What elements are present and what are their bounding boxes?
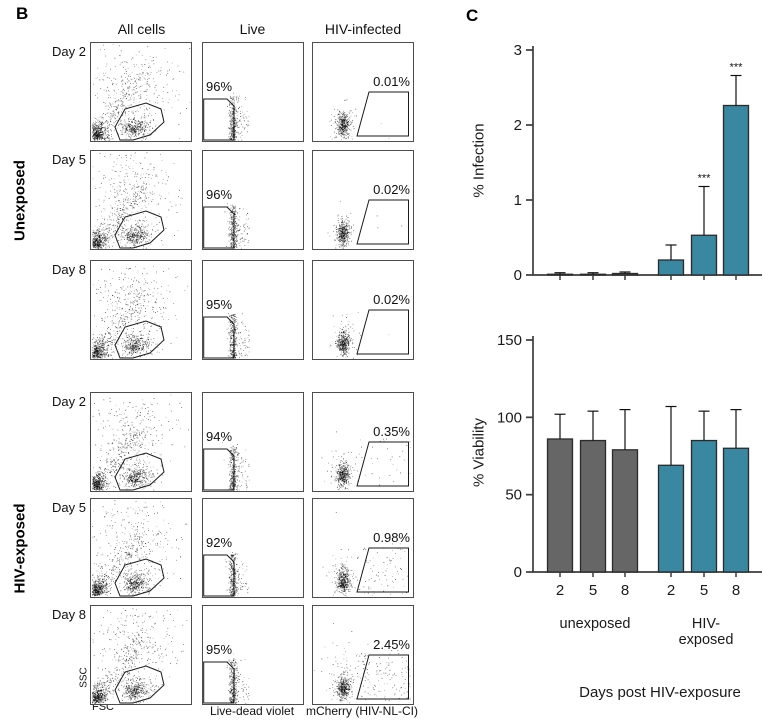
infection-y-axis-label: % Infection <box>470 123 488 198</box>
x-group-label-unexposed: unexposed <box>559 616 631 632</box>
flow-plot-hiv-infected: 0.01% <box>312 42 414 142</box>
row-day-label: Day 2 <box>52 394 86 409</box>
svg-text:***: *** <box>730 62 744 74</box>
flow-plot-hiv-infected: 0.35% <box>312 392 414 492</box>
infected-gate-percentage: 0.02% <box>373 292 410 307</box>
flow-scatter-canvas <box>313 499 413 597</box>
infected-gate-percentage: 0.98% <box>373 530 410 545</box>
flow-scatter-canvas <box>313 606 413 704</box>
flow-scatter-canvas <box>203 499 303 597</box>
live-gate-percentage: 96% <box>206 79 233 94</box>
column-header-hiv-infected: HIV-infected <box>324 21 402 37</box>
infected-gate-percentage: 0.02% <box>373 182 410 197</box>
flow-scatter-canvas <box>313 43 413 141</box>
svg-text:8: 8 <box>621 582 629 599</box>
flow-plot-live: 96% <box>202 150 304 250</box>
row-day-label: Day 5 <box>52 152 86 167</box>
flow-plot-all-cells <box>90 392 192 492</box>
infected-gate-percentage: 2.45% <box>373 637 410 652</box>
row-day-label: Day 8 <box>52 262 86 277</box>
flow-scatter-canvas <box>203 151 303 249</box>
svg-text:2: 2 <box>667 582 675 599</box>
svg-text:100: 100 <box>497 409 522 426</box>
svg-text:50: 50 <box>505 487 522 504</box>
flow-plot-live: 95% <box>202 260 304 360</box>
flow-scatter-canvas <box>203 261 303 359</box>
group-label-hiv-exposed: HIV-exposed <box>11 503 29 594</box>
svg-text:0: 0 <box>514 267 522 284</box>
flow-scatter-canvas <box>203 393 303 491</box>
live-gate-percentage: 95% <box>206 642 233 657</box>
svg-text:2: 2 <box>514 117 522 134</box>
flow-plot-live: 92% <box>202 498 304 598</box>
panel-b-label: B <box>16 4 29 23</box>
flow-plot-hiv-infected: 0.02% <box>312 150 414 250</box>
infected-gate-percentage: 0.01% <box>373 74 410 89</box>
svg-text:5: 5 <box>700 582 708 599</box>
flow-scatter-canvas <box>91 393 191 491</box>
ssc-axis-label: SSC <box>78 667 90 688</box>
svg-text:0: 0 <box>514 564 522 581</box>
live-gate-percentage: 96% <box>206 187 233 202</box>
flow-scatter-canvas <box>91 151 191 249</box>
row-day-label: Day 5 <box>52 500 86 515</box>
live-dead-violet-axis-label: Live-dead violet <box>209 704 295 718</box>
flow-plot-all-cells <box>90 260 192 360</box>
x-group-label-hiv-exposed: HIV- exposed <box>678 616 734 648</box>
flow-plot-all-cells <box>90 42 192 142</box>
svg-text:3: 3 <box>514 42 522 59</box>
x-axis-title: Days post HIV-exposure <box>579 684 741 701</box>
viability-y-axis-label: % Viability <box>470 418 488 487</box>
flow-scatter-canvas <box>91 606 191 704</box>
column-header-all-cells: All cells <box>117 21 166 37</box>
svg-text:***: *** <box>698 173 712 185</box>
flow-scatter-canvas <box>91 261 191 359</box>
live-gate-percentage: 92% <box>206 535 233 550</box>
column-header-live: Live <box>239 21 266 37</box>
svg-text:8: 8 <box>732 582 740 599</box>
flow-plot-hiv-infected: 0.98% <box>312 498 414 598</box>
infected-gate-percentage: 0.35% <box>373 424 410 439</box>
flow-plot-all-cells <box>90 498 192 598</box>
flow-scatter-canvas <box>203 606 303 704</box>
row-day-label: Day 2 <box>52 44 86 59</box>
flow-scatter-canvas <box>91 499 191 597</box>
flow-scatter-canvas <box>313 261 413 359</box>
live-gate-percentage: 94% <box>206 429 233 444</box>
flow-plot-all-cells <box>90 150 192 250</box>
flow-plot-hiv-infected: 2.45% <box>312 605 414 705</box>
flow-plot-live: 95% <box>202 605 304 705</box>
row-day-label: Day 8 <box>52 607 86 622</box>
live-gate-percentage: 95% <box>206 297 233 312</box>
svg-text:150: 150 <box>497 332 522 349</box>
flow-plot-live: 96% <box>202 42 304 142</box>
svg-text:1: 1 <box>514 192 522 209</box>
flow-scatter-canvas <box>313 393 413 491</box>
flow-scatter-canvas <box>313 151 413 249</box>
flow-scatter-canvas <box>91 43 191 141</box>
flow-plot-live: 94% <box>202 392 304 492</box>
svg-text:5: 5 <box>589 582 597 599</box>
mcherry-axis-label: mCherry (HIV-NL-CI) <box>305 704 418 718</box>
flow-plot-all-cells <box>90 605 192 705</box>
svg-text:2: 2 <box>556 582 564 599</box>
flow-scatter-canvas <box>203 43 303 141</box>
flow-plot-hiv-infected: 0.02% <box>312 260 414 360</box>
panel-c-label: C <box>466 6 479 25</box>
group-label-unexposed: Unexposed <box>11 160 29 241</box>
